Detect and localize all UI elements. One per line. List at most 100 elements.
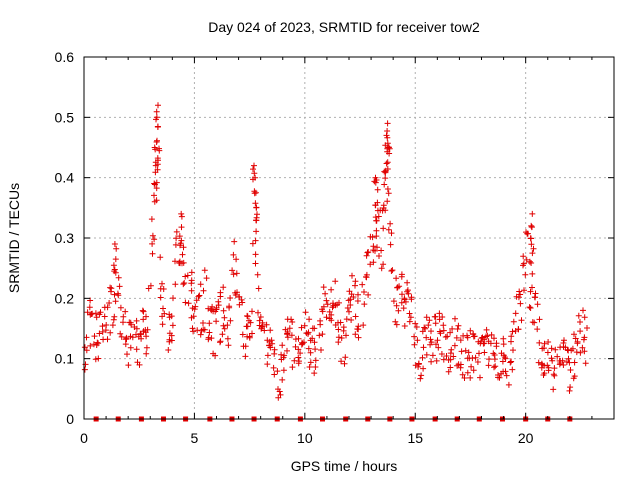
data-point: [380, 261, 387, 268]
data-point: [426, 317, 433, 324]
y-tick-labels: 0 0.1 0.2 0.3 0.4 0.5 0.6: [55, 49, 75, 427]
data-point: [311, 370, 318, 377]
data-point: [500, 352, 507, 359]
data-point: [350, 294, 357, 300]
data-point: [423, 351, 430, 358]
data-point: [512, 310, 519, 317]
data-point: [383, 160, 390, 167]
data-point: [404, 288, 411, 295]
data-point: [459, 371, 466, 378]
data-point: [518, 317, 525, 324]
data-point: [87, 342, 94, 349]
data-point: [373, 217, 380, 224]
data-point: [374, 207, 381, 214]
data-point: [224, 322, 231, 329]
data-point: [252, 251, 259, 258]
data-point: [363, 271, 370, 278]
data-point: [373, 233, 380, 240]
data-point: [385, 190, 392, 197]
data-point: [536, 316, 543, 323]
data-point: [367, 261, 374, 268]
data-point: [284, 334, 291, 341]
data-point: [143, 350, 150, 357]
data-point: [337, 319, 344, 326]
data-point: [97, 309, 104, 316]
data-point: [289, 364, 296, 371]
data-point: [411, 333, 418, 340]
data-point: [384, 128, 391, 134]
data-point: [510, 347, 516, 354]
data-point: [173, 228, 180, 235]
data-point: [201, 267, 208, 274]
data-point: [95, 355, 102, 362]
data-point: [360, 322, 367, 329]
data-point: [349, 272, 355, 279]
data-point: [581, 348, 588, 355]
data-point: [439, 314, 446, 320]
data-point: [508, 338, 514, 345]
data-point: [154, 137, 160, 144]
data-point: [155, 102, 161, 109]
data-points: [81, 102, 590, 401]
data-point: [220, 284, 227, 291]
data-point: [120, 319, 126, 326]
data-point: [505, 381, 512, 388]
data-point: [529, 319, 536, 326]
data-point: [332, 278, 339, 285]
data-point: [418, 372, 425, 379]
data-point: [387, 241, 394, 248]
data-point: [384, 120, 391, 127]
data-point: [490, 350, 497, 357]
data-point: [178, 237, 185, 244]
data-point: [117, 330, 124, 337]
data-point: [246, 317, 252, 324]
data-point: [189, 325, 196, 332]
data-point: [188, 280, 195, 287]
data-point: [178, 210, 185, 217]
data-point: [284, 347, 290, 354]
data-point: [347, 302, 354, 308]
data-point: [492, 363, 499, 370]
data-point: [271, 371, 278, 378]
data-point: [486, 356, 492, 363]
data-point: [476, 350, 482, 357]
data-point: [259, 323, 266, 330]
data-point: [390, 298, 397, 305]
data-point: [365, 249, 372, 255]
data-point: [229, 267, 236, 274]
data-point: [320, 303, 327, 310]
data-point: [577, 328, 584, 335]
data-point: [217, 289, 224, 296]
data-point: [500, 335, 507, 342]
data-point: [573, 349, 580, 356]
y-axis-label: SRMTID / TECUs: [6, 183, 22, 293]
data-point: [393, 321, 400, 328]
data-point: [402, 298, 409, 305]
data-point: [168, 337, 175, 344]
data-point: [407, 314, 414, 321]
data-point: [388, 230, 395, 237]
data-point: [548, 345, 555, 352]
data-point: [487, 340, 494, 347]
data-point: [180, 281, 187, 288]
data-point: [408, 296, 415, 303]
data-point: [240, 343, 247, 350]
data-point: [406, 310, 413, 317]
data-point: [301, 339, 307, 346]
data-point: [318, 347, 324, 353]
data-point: [475, 338, 482, 345]
data-point: [381, 181, 388, 188]
data-point: [326, 315, 333, 322]
data-point: [451, 342, 458, 349]
data-point: [434, 337, 441, 344]
data-point: [264, 361, 271, 368]
data-point: [169, 322, 176, 329]
data-point: [184, 272, 191, 279]
data-point: [342, 354, 349, 361]
data-point: [188, 269, 195, 276]
data-point: [230, 251, 237, 258]
data-point: [289, 319, 296, 325]
data-point: [110, 316, 117, 323]
data-point: [312, 364, 319, 370]
data-point: [140, 308, 147, 315]
